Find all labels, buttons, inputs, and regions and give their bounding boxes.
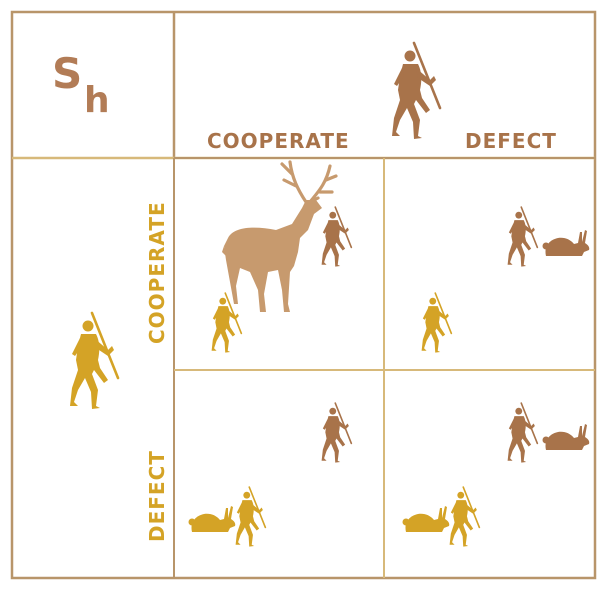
hare-icon	[542, 230, 590, 256]
column-hunter-icon	[390, 41, 442, 141]
column-hunter-icon	[320, 206, 353, 268]
grid-frame	[10, 10, 597, 580]
row-label-cooperate: COOPERATE	[145, 201, 169, 344]
logo-letter-s: S	[52, 49, 82, 98]
row-hunter-icon	[448, 486, 481, 548]
row-hunter-icon	[420, 292, 453, 354]
row-hunter-icon	[234, 486, 267, 548]
cell-cooperate-defect	[420, 206, 590, 354]
row-label-defect: DEFECT	[145, 450, 169, 542]
hare-icon	[402, 506, 450, 532]
logo-letter-h: h	[84, 80, 110, 121]
column-hunter-icon	[506, 206, 539, 268]
hare-icon	[188, 506, 236, 532]
cell-defect-defect	[402, 402, 590, 548]
row-player-header: COOPERATE DEFECT	[68, 201, 169, 542]
column-label-cooperate: COOPERATE	[207, 129, 350, 153]
column-hunter-icon	[506, 402, 539, 464]
hare-icon	[542, 424, 590, 450]
cell-defect-cooperate	[188, 402, 353, 548]
column-player-header: COOPERATE DEFECT	[207, 41, 557, 153]
logo: S h	[52, 49, 110, 121]
stag-icon	[220, 160, 338, 314]
column-hunter-icon	[320, 402, 353, 464]
row-hunter-icon	[68, 311, 120, 411]
cell-cooperate-cooperate	[210, 160, 353, 354]
outer-border	[10, 10, 597, 580]
column-label-defect: DEFECT	[465, 129, 557, 153]
